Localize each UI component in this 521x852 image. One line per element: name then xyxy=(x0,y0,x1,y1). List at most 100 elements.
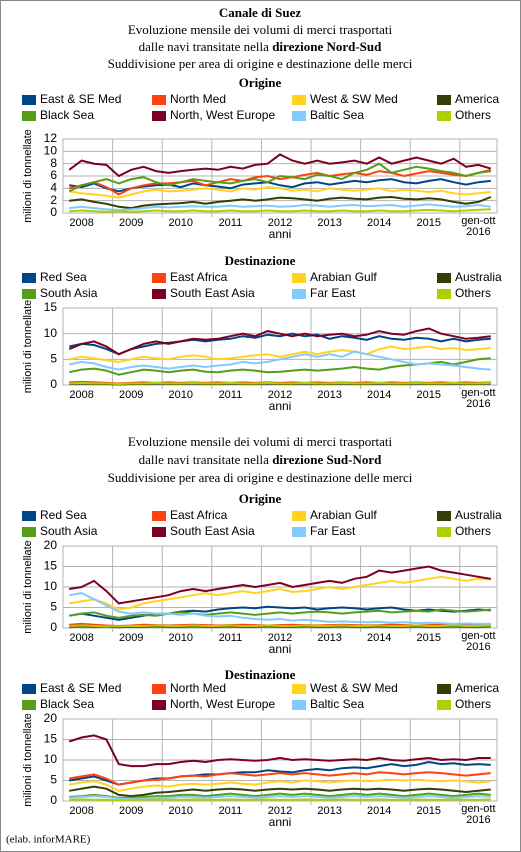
x-tick-label: 2008 xyxy=(69,389,93,401)
legend-label: Black Sea xyxy=(40,697,94,711)
legend-label: Far East xyxy=(310,524,356,538)
x-tick-part: gen-ott xyxy=(461,215,495,227)
legend-swatch xyxy=(292,511,306,521)
legend-label: Others xyxy=(455,286,491,300)
x-tick-label: 2012 xyxy=(268,805,292,817)
y-tick-label: 20 xyxy=(44,711,58,725)
x-tick-label: 2013 xyxy=(317,389,341,401)
y-tick-label: 20 xyxy=(44,538,58,552)
y-tick-label: 0 xyxy=(50,205,57,219)
x-tick-label: 2013 xyxy=(317,217,341,229)
series-line xyxy=(69,608,491,619)
series-line xyxy=(69,785,491,798)
x-tick-part: 2016 xyxy=(466,814,490,826)
x-tick-label: 2011 xyxy=(219,217,243,229)
series-line xyxy=(69,792,491,799)
x-tick-label: 2011 xyxy=(219,632,243,644)
series-line xyxy=(68,332,491,356)
x-tick-label: 2010 xyxy=(169,389,193,401)
y-axis-title: milioni di tonnellate xyxy=(22,713,34,807)
legend-label: West & SW Med xyxy=(310,92,398,106)
legend-swatch xyxy=(22,700,36,710)
x-tick-part: gen-ott xyxy=(461,630,495,642)
x-tick-label: gen-ott 2016 xyxy=(461,387,495,410)
legend-swatch xyxy=(292,684,306,694)
x-tick-label: 2008 xyxy=(69,632,93,644)
y-tick-label: 5 xyxy=(50,600,57,614)
y-tick-label: 15 xyxy=(44,300,58,314)
legend-swatch xyxy=(22,684,36,694)
x-axis-title: anni xyxy=(269,227,292,241)
x-tick-label: 2010 xyxy=(169,805,193,817)
legend-label: South Asia xyxy=(40,524,98,538)
legend-label: South East Asia xyxy=(170,524,255,538)
y-tick-label: 6 xyxy=(50,168,57,182)
x-tick-part: 2016 xyxy=(466,226,490,238)
section-title: Origine xyxy=(239,75,282,90)
legend-swatch xyxy=(152,700,166,710)
series-line xyxy=(69,195,492,210)
intro-line: dalle navi transitate nella direzione Su… xyxy=(139,452,383,467)
x-tick-label: 2013 xyxy=(317,805,341,817)
legend-label: Baltic Sea xyxy=(310,108,364,122)
legend-label: Baltic Sea xyxy=(310,697,364,711)
series-line xyxy=(69,592,491,625)
x-tick-label: 2009 xyxy=(119,632,143,644)
legend-label: North Med xyxy=(170,92,226,106)
x-tick-label: 2012 xyxy=(268,389,292,401)
intro-text: dalle navi transitate nella xyxy=(139,452,270,467)
legend-label: Australia xyxy=(455,508,502,522)
x-tick-part: gen-ott xyxy=(461,387,495,399)
legend-label: Others xyxy=(455,697,491,711)
legend-label: Arabian Gulf xyxy=(310,508,377,522)
legend-swatch xyxy=(292,273,306,283)
legend-swatch xyxy=(292,111,306,121)
section-title: Destinazione xyxy=(225,253,296,268)
y-tick-label: 10 xyxy=(44,752,58,766)
y-tick-label: 10 xyxy=(44,579,58,593)
y-tick-label: 4 xyxy=(50,181,57,195)
legend-swatch xyxy=(437,684,451,694)
legend-swatch xyxy=(437,273,451,283)
series-line xyxy=(69,565,491,605)
series-line xyxy=(68,327,491,356)
x-tick-label: 2008 xyxy=(69,217,93,229)
series-line xyxy=(68,350,491,371)
legend-swatch xyxy=(292,289,306,299)
series-line xyxy=(69,771,491,786)
legend-swatch xyxy=(292,700,306,710)
legend-label: East & SE Med xyxy=(40,681,121,695)
y-tick-label: 10 xyxy=(44,144,58,158)
intro-bold: direzione Nord-Sud xyxy=(272,39,382,54)
x-tick-label: gen-ott 2016 xyxy=(461,215,495,238)
legend-label: Others xyxy=(455,108,491,122)
x-tick-label: 2009 xyxy=(119,389,143,401)
legend-label: Far East xyxy=(310,286,356,300)
section-title: Origine xyxy=(239,491,282,506)
x-axis-title: anni xyxy=(269,815,292,829)
x-tick-label: 2015 xyxy=(417,632,441,644)
y-tick-label: 0 xyxy=(50,793,57,807)
intro-line: Evoluzione mensile dei volumi di merci t… xyxy=(128,22,393,37)
legend-label: North, West Europe xyxy=(170,697,275,711)
series-line xyxy=(68,734,491,768)
x-tick-part: gen-ott xyxy=(461,803,495,815)
section-title: Destinazione xyxy=(225,667,296,682)
x-tick-part: 2016 xyxy=(466,641,490,653)
legend-swatch xyxy=(152,111,166,121)
x-tick-label: 2009 xyxy=(119,805,143,817)
series-line xyxy=(69,203,491,211)
x-tick-label: 2009 xyxy=(119,217,143,229)
series-line xyxy=(69,575,491,611)
legend-label: America xyxy=(455,681,499,695)
intro-line: Suddivisione per area di origine e desti… xyxy=(108,56,413,71)
legend-swatch xyxy=(22,527,36,537)
legend-label: South East Asia xyxy=(170,286,255,300)
legend-label: Arabian Gulf xyxy=(310,270,377,284)
legend-label: Others xyxy=(455,524,491,538)
series-line xyxy=(68,168,492,196)
legend-label: Red Sea xyxy=(40,270,87,284)
series-line xyxy=(69,208,491,213)
legend-swatch xyxy=(292,95,306,105)
